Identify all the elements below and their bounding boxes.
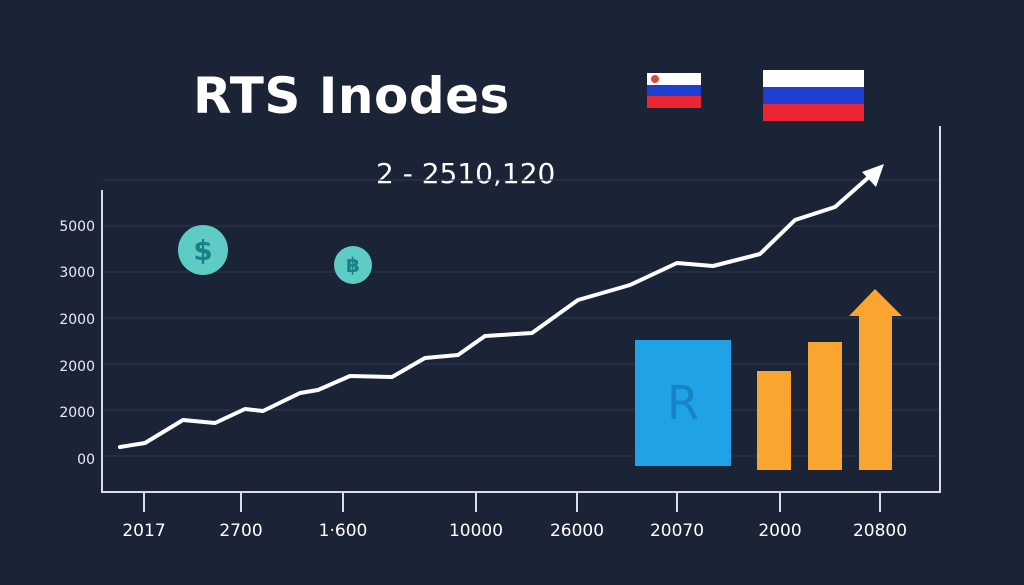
chart-subtitle: 2 - 2510,120 (376, 157, 556, 190)
y-tick-label: 5000 (59, 219, 95, 235)
orange-bar-2 (808, 342, 842, 470)
flag-emblem-icon (651, 75, 659, 83)
x-tick-label: 2017 (122, 521, 166, 541)
y-tick-label: 00 (77, 452, 95, 468)
x-ticks (143, 492, 881, 512)
y-tick-label: 2000 (59, 359, 95, 375)
y-tick-label: 3000 (59, 265, 95, 281)
orange-growth-bars (757, 289, 902, 470)
orange-bar-1 (757, 371, 791, 470)
y-tick-label: 2000 (59, 405, 95, 421)
x-tick-label: 2700 (219, 521, 263, 541)
bitcoin-coin-icon: ฿ (334, 246, 372, 284)
x-tick-label: 10000 (448, 521, 504, 541)
trend-arrowhead-icon (862, 164, 884, 187)
x-tick-label: 20800 (852, 521, 908, 541)
dollar-coin-icon: $ (178, 225, 228, 275)
orange-arrow-bar-icon (849, 289, 902, 470)
x-tick-label: 1·600 (318, 521, 368, 541)
rts-trend-line (118, 174, 872, 449)
y-tick-label: 2000 (59, 312, 95, 328)
ruble-box-letter: R (667, 376, 699, 430)
x-tick-label: 20070 (649, 521, 705, 541)
ruble-box-icon: R (635, 340, 731, 466)
axes (101, 126, 941, 493)
chart-title: RTS Inodes (193, 67, 510, 125)
large-russia-flag-icon (763, 70, 864, 121)
x-tick-label: 2000 (758, 521, 802, 541)
small-russia-flag-icon (647, 73, 701, 108)
x-tick-label: 26000 (549, 521, 605, 541)
